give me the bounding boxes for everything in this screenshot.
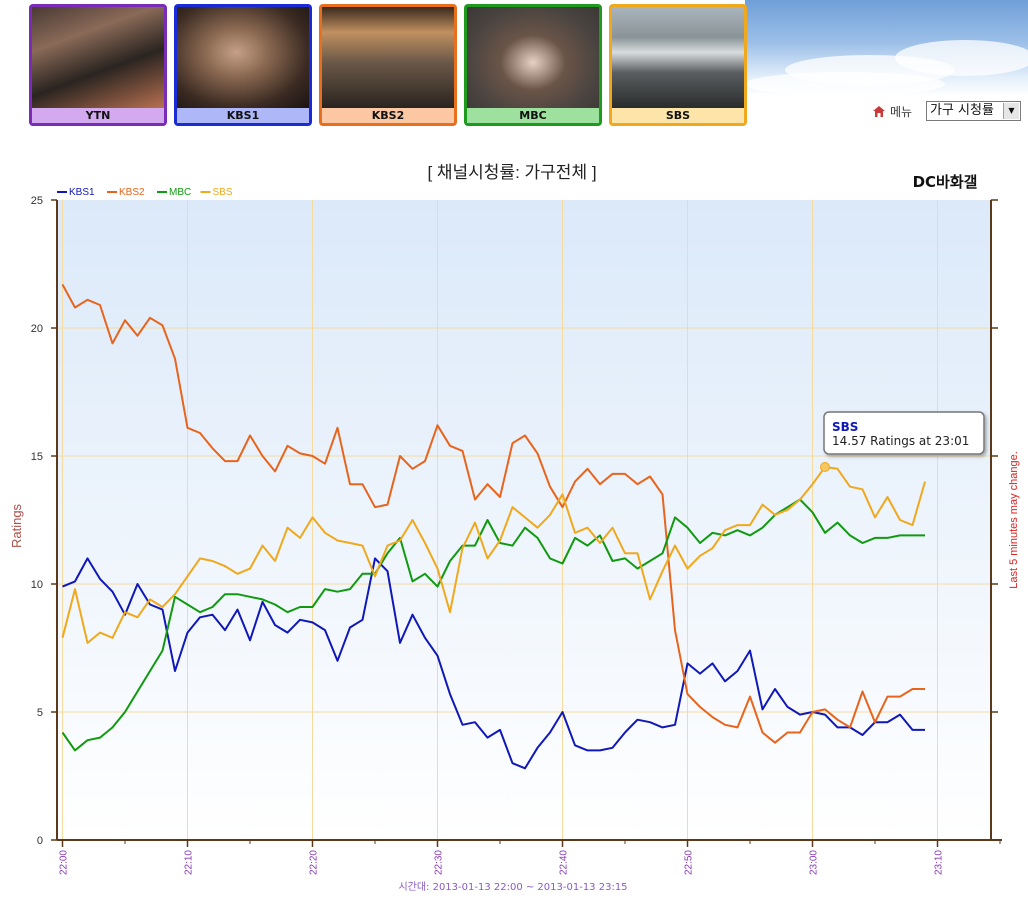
series-line-kbs2: [61, 284, 925, 744]
x-tick-label: 23:10: [934, 850, 945, 875]
legend-entry: KBS1: [69, 187, 95, 198]
channel-thumb-mbc[interactable]: MBC: [464, 4, 602, 126]
brand-label: DC바화갤: [913, 173, 978, 191]
series-line-mbc: [61, 498, 925, 752]
channel-preview-image: [177, 7, 309, 108]
y-tick-label: 25: [31, 195, 43, 207]
channel-preview-image: [467, 7, 599, 108]
right-axis-note: Last 5 minutes may change.: [1008, 451, 1020, 589]
legend-entry: KBS2: [119, 187, 145, 198]
channel-preview-image: [32, 7, 164, 108]
y-axis-title: Ratings: [9, 503, 24, 548]
rating-type-select[interactable]: 가구 시청률 ▼: [926, 101, 1021, 121]
channel-thumb-kbs2[interactable]: KBS2: [319, 4, 457, 126]
sky-banner: [745, 0, 1028, 96]
x-tick-label: 22:00: [59, 850, 70, 875]
chevron-down-icon[interactable]: ▼: [1003, 103, 1019, 119]
x-tick-label: 22:50: [684, 850, 695, 875]
cloud-shape: [745, 72, 945, 96]
channel-label: SBS: [612, 108, 744, 123]
channel-preview-image: [612, 7, 744, 108]
y-tick-label: 15: [31, 451, 43, 463]
plot-area: [57, 200, 991, 840]
channel-preview-image: [322, 7, 454, 108]
legend-entry: SBS: [213, 187, 233, 198]
tooltip-value-text: 14.57 Ratings at 23:01: [832, 434, 969, 448]
channel-thumb-sbs[interactable]: SBS: [609, 4, 747, 126]
menu-label: 메뉴: [890, 105, 913, 119]
tooltip-series-name: SBS: [832, 420, 858, 434]
channel-label: KBS2: [322, 108, 454, 123]
tooltip-box: [823, 411, 985, 455]
x-axis-caption: 시간대: 2013-01-13 22:00 ~ 2013-01-13 23:15: [398, 881, 627, 893]
menu-link[interactable]: 메뉴: [872, 103, 912, 120]
y-tick-label: 10: [31, 579, 43, 591]
y-tick-label: 0: [37, 835, 43, 847]
series-line-sbs: [61, 466, 926, 644]
y-tick-label: 20: [31, 323, 43, 335]
cloud-shape: [895, 40, 1028, 76]
y-tick-label: 5: [37, 707, 43, 719]
chart-title: [ 채널시청률: 가구전체 ]: [427, 163, 596, 182]
house-icon: [873, 106, 885, 117]
rating-type-value: 가구 시청률: [930, 103, 994, 118]
x-tick-label: 23:00: [809, 850, 820, 875]
x-tick-label: 22:40: [559, 850, 570, 875]
series-line-kbs1: [62, 557, 925, 770]
x-tick-label: 22:20: [309, 850, 320, 875]
channel-thumb-ytn[interactable]: YTN: [29, 4, 167, 126]
channel-thumb-kbs1[interactable]: KBS1: [174, 4, 312, 126]
tooltip-point-marker: [820, 462, 830, 473]
x-tick-label: 22:30: [434, 850, 445, 875]
legend-entry: MBC: [169, 187, 191, 198]
x-tick-label: 22:10: [184, 850, 195, 875]
channel-label: YTN: [32, 108, 164, 123]
channel-label: MBC: [467, 108, 599, 123]
channel-label: KBS1: [177, 108, 309, 123]
